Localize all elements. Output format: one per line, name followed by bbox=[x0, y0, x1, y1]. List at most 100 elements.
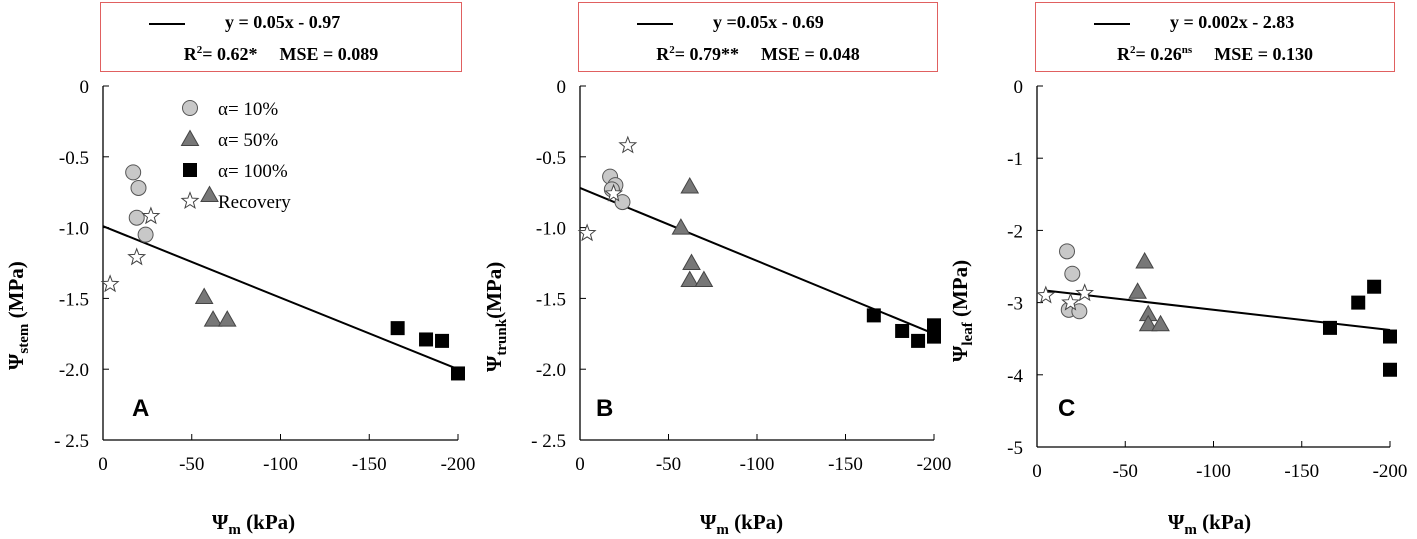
data-point-square bbox=[927, 318, 941, 333]
data-point-triangle bbox=[1151, 314, 1170, 332]
data-point-star bbox=[618, 135, 638, 154]
data-point-triangle bbox=[194, 287, 214, 304]
data-point-circle bbox=[1071, 303, 1088, 320]
legend-marker-circle bbox=[182, 100, 198, 116]
x-axis-label-b: Ψm (kPa) bbox=[700, 510, 784, 539]
data-point-circle bbox=[614, 194, 631, 211]
panel-letter: A bbox=[132, 395, 149, 422]
data-point-square bbox=[866, 308, 881, 323]
panel-letter: C bbox=[1058, 395, 1075, 422]
y-tick-label: -2 bbox=[1007, 221, 1023, 242]
legend-marker-triangle bbox=[180, 129, 200, 146]
legend-label: α= 50% bbox=[218, 130, 278, 151]
data-point-triangle bbox=[1128, 282, 1147, 299]
y-tick-label: -5 bbox=[1007, 438, 1023, 459]
panel-a: y = 0.05x - 0.97 R2= 0.62* MSE = 0.089 0 -… bbox=[0, 0, 475, 539]
y-tick-label: -1.5 bbox=[59, 289, 89, 310]
y-tick-label: -1 bbox=[1007, 149, 1023, 170]
equation-box-a: y = 0.05x - 0.97 R2= 0.62* MSE = 0.089 bbox=[100, 2, 462, 72]
y-tick-label: -2.0 bbox=[536, 360, 566, 381]
y-tick-label: -1.0 bbox=[536, 219, 566, 240]
y-axis-label-a: Ψstem (MPa) bbox=[4, 261, 33, 370]
plot-a: 0 -0.5 -1.0 -1.5 -2.0 - 2.5 0 -50 -100 -150 -200 Aα… bbox=[54, 77, 475, 475]
y-tick-label: -4 bbox=[1007, 366, 1023, 387]
x-tick-label: -200 bbox=[441, 454, 476, 475]
equation-b: y =0.05x - 0.69 bbox=[713, 12, 824, 32]
legend-label: α= 10% bbox=[218, 99, 278, 120]
data-point-circle bbox=[128, 209, 145, 226]
data-point-square bbox=[1383, 329, 1397, 344]
y-tick-label: -2.0 bbox=[59, 360, 89, 381]
regression-line bbox=[1043, 289, 1391, 332]
data-point-triangle bbox=[200, 185, 219, 203]
data-point-square bbox=[895, 323, 910, 338]
data-point-circle bbox=[137, 226, 154, 243]
legend-marker-square bbox=[183, 163, 197, 177]
data-point-square bbox=[911, 333, 926, 348]
r2-sig-c: ns bbox=[1181, 44, 1193, 56]
data-point-triangle bbox=[1138, 314, 1158, 332]
data-point-square bbox=[451, 366, 465, 381]
data-point-square bbox=[419, 332, 434, 347]
regression-line bbox=[102, 225, 459, 371]
y-tick-label: -0.5 bbox=[59, 148, 89, 169]
mse-b: MSE = 0.048 bbox=[761, 44, 860, 64]
equation-box-b: y =0.05x - 0.69 R2= 0.79** MSE = 0.048 bbox=[578, 2, 938, 72]
data-point-triangle bbox=[680, 177, 700, 194]
y-tick-label: -1.0 bbox=[59, 219, 89, 240]
x-tick-label: -100 bbox=[263, 454, 298, 475]
x-tick-label: -150 bbox=[352, 454, 387, 475]
panel-letter: B bbox=[596, 395, 613, 422]
r2-sup-c: 2 bbox=[1130, 44, 1136, 56]
data-point-star bbox=[100, 274, 120, 293]
x-axis-label-c: Ψm (kPa) bbox=[1168, 510, 1252, 539]
data-point-square bbox=[1367, 279, 1382, 294]
legend-fit-line-c bbox=[1094, 22, 1130, 25]
equation-c: y = 0.002x - 2.83 bbox=[1170, 12, 1295, 32]
x-tick-label: -50 bbox=[656, 454, 681, 475]
x-tick-label: -50 bbox=[1113, 461, 1138, 482]
data-point-star bbox=[1036, 285, 1056, 304]
r2-sup-a: 2 bbox=[196, 44, 203, 56]
data-point-triangle bbox=[217, 310, 237, 327]
panel-b: y =0.05x - 0.69 R2= 0.79** MSE = 0.048 0-… bbox=[478, 0, 951, 539]
y-tick-label: 0 bbox=[80, 77, 90, 98]
data-point-triangle bbox=[1135, 251, 1155, 269]
data-point-star bbox=[604, 183, 624, 202]
y-tick-label: - 2.5 bbox=[531, 431, 566, 452]
data-point-square bbox=[435, 333, 450, 348]
data-point-triangle bbox=[680, 270, 700, 287]
legend-label: α= 100% bbox=[218, 161, 288, 182]
y-tick-label: 0 bbox=[1014, 77, 1024, 98]
y-axis-label-b: Ψtrunk(MPa) bbox=[482, 261, 511, 372]
regression-line bbox=[579, 187, 935, 335]
r2-sup-b: 2 bbox=[669, 44, 675, 56]
r2-value-b: = 0.79** bbox=[674, 44, 739, 64]
panel-c: y = 0.002x - 2.83 R2= 0.26ns MSE = 0.130 … bbox=[940, 0, 1412, 539]
x-tick-label: -200 bbox=[1373, 461, 1408, 482]
r2-label-c: R bbox=[1117, 44, 1131, 64]
data-point-star bbox=[577, 223, 597, 242]
data-point-star bbox=[127, 247, 147, 266]
data-point-square bbox=[1351, 295, 1366, 310]
data-point-triangle bbox=[203, 310, 223, 327]
data-point-triangle bbox=[694, 270, 714, 287]
r2-label-a: R bbox=[183, 44, 197, 64]
equation-box-c: y = 0.002x - 2.83 R2= 0.26ns MSE = 0.130 bbox=[1035, 2, 1395, 72]
data-point-circle bbox=[130, 179, 147, 196]
mse-c: MSE = 0.130 bbox=[1214, 44, 1313, 64]
r2-value-c: = 0.26 bbox=[1135, 44, 1182, 64]
data-point-circle bbox=[1059, 243, 1076, 260]
data-point-star bbox=[141, 206, 161, 225]
x-tick-label: -100 bbox=[1196, 461, 1231, 482]
y-axis-label-c: Ψleaf (MPa) bbox=[948, 259, 977, 362]
x-axis-label-a: Ψm (kPa) bbox=[212, 510, 296, 539]
equation-a: y = 0.05x - 0.97 bbox=[225, 12, 341, 32]
x-tick-label: 0 bbox=[98, 454, 108, 475]
y-tick-label: -3 bbox=[1007, 294, 1023, 315]
data-point-star bbox=[1061, 292, 1080, 311]
r2-value-a: = 0.62* bbox=[202, 44, 258, 64]
data-point-triangle bbox=[682, 253, 701, 270]
x-tick-label: 0 bbox=[1032, 461, 1042, 482]
